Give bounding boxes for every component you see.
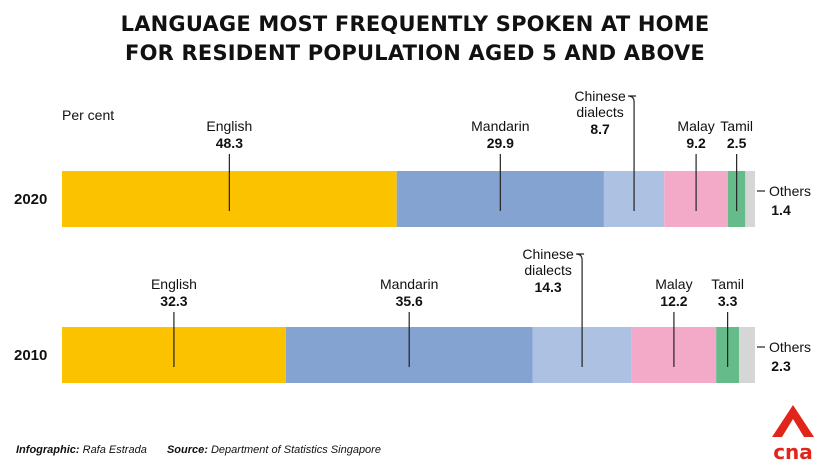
bar-others-2010 [739,327,755,383]
title-line-1: LANGUAGE MOST FREQUENTLY SPOKEN AT HOME [120,12,710,36]
series-label-chinese-dialects-2010-2: dialects [524,262,571,278]
series-label-others-2010: Others [769,339,811,355]
series-label-tamil-2010: Tamil [711,276,744,292]
cna-logo-text: cna [773,440,813,463]
series-label-chinese-dialects-2010-1: Chinese [522,246,574,262]
value-label-english-2010: 32.3 [160,293,187,309]
value-label-others-2010: 2.3 [771,358,791,374]
value-label-english-2020: 48.3 [216,135,243,151]
cna-logo-mark [772,405,814,437]
series-label-chinese-dialects-2020-2: dialects [576,104,623,120]
infographic-credit-label: Infographic: [16,444,80,456]
credits-footer: Infographic: Rafa Estrada Source: Depart… [16,444,381,456]
chart-title: LANGUAGE MOST FREQUENTLY SPOKEN AT HOME … [0,10,830,68]
value-label-others-2020: 1.4 [771,202,791,218]
value-label-mandarin-2010: 35.6 [396,293,423,309]
value-label-chinese-dialects-2020: 8.7 [590,121,610,137]
series-label-malay-2020: Malay [677,118,714,134]
series-label-others-2020: Others [769,183,811,199]
series-label-malay-2010: Malay [655,276,692,292]
series-label-mandarin-2020: Mandarin [471,118,529,134]
leader-chinese-dialects-2020 [628,95,637,211]
value-label-malay-2020: 9.2 [686,135,706,151]
value-label-mandarin-2020: 29.9 [487,135,514,151]
value-label-chinese-dialects-2010: 14.3 [534,279,561,295]
infographic-credit-value: Rafa Estrada [82,444,147,456]
value-label-malay-2010: 12.2 [660,293,687,309]
stacked-bar-chart: 2020English48.3Mandarin29.9Chinesedialec… [14,88,811,383]
title-line-2: FOR RESIDENT POPULATION AGED 5 AND ABOVE [125,41,705,65]
value-label-tamil-2020: 2.5 [727,135,747,151]
series-label-english-2020: English [206,118,252,134]
cna-logo-icon: cna [772,405,814,463]
source-value: Department of Statistics Singapore [210,444,381,456]
category-label-2020: 2020 [14,191,47,208]
series-label-chinese-dialects-2020-1: Chinese [574,88,626,104]
source-label: Source: [166,444,208,456]
leader-chinese-dialects-2010 [576,253,585,367]
value-label-tamil-2010: 3.3 [718,293,738,309]
bar-others-2020 [745,171,755,227]
series-label-tamil-2020: Tamil [720,118,753,134]
unit-label: Per cent [62,107,115,123]
series-label-mandarin-2010: Mandarin [380,276,438,292]
series-label-english-2010: English [151,276,197,292]
category-label-2010: 2010 [14,347,47,364]
